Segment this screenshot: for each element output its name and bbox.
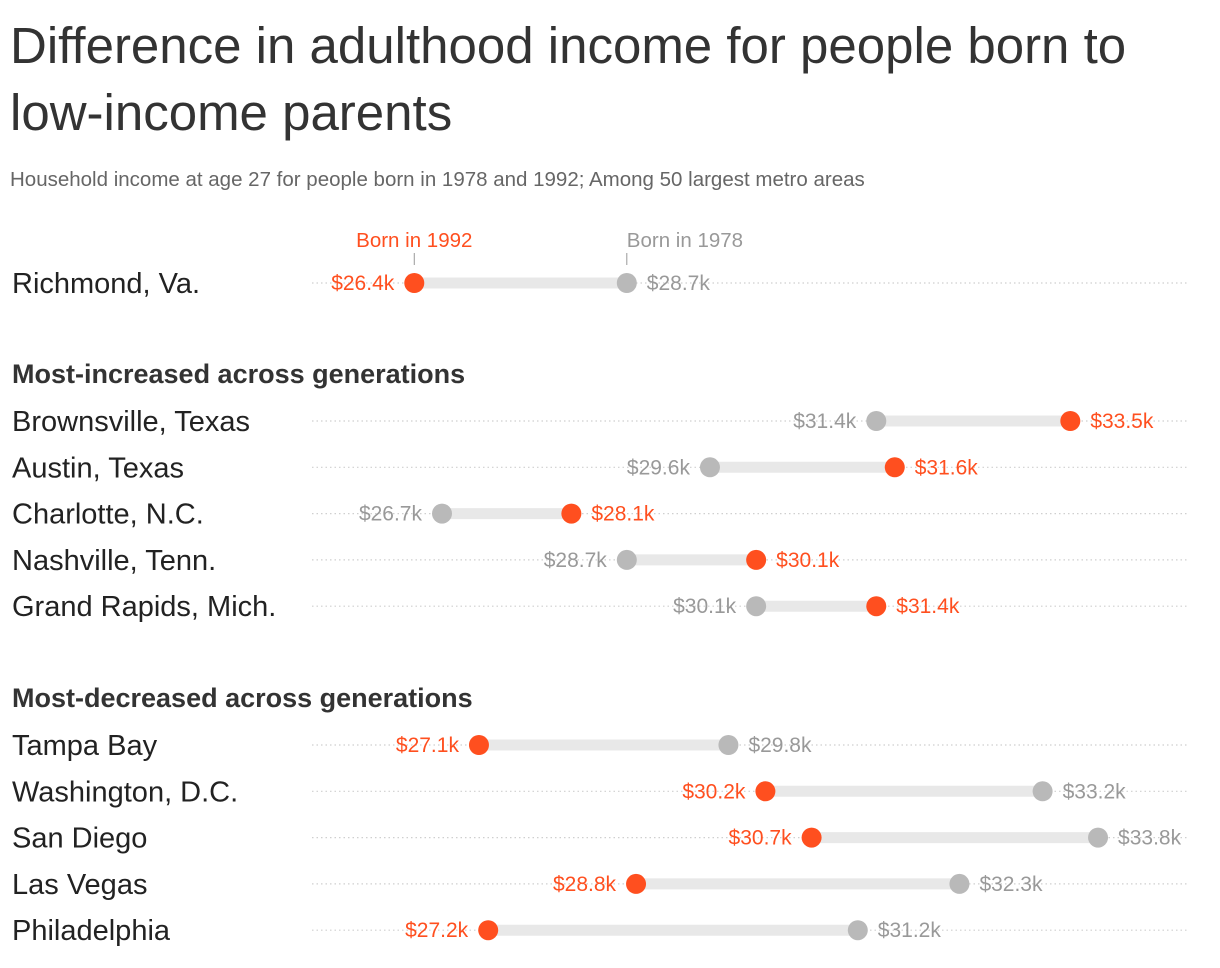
dot-born-1978 bbox=[616, 549, 637, 570]
dot-born-1978 bbox=[1088, 827, 1109, 848]
value-label-1992: $30.2k bbox=[682, 780, 746, 803]
dot-born-1992 bbox=[468, 735, 489, 755]
row-label: Nashville, Tenn. bbox=[12, 545, 216, 577]
dot-born-1992 bbox=[478, 920, 499, 941]
group-label: Most-decreased across generations bbox=[12, 683, 473, 713]
dot-born-1992 bbox=[1060, 411, 1081, 431]
value-label-1978: $28.7k bbox=[647, 272, 711, 295]
row-label: Washington, D.C. bbox=[12, 776, 238, 808]
dot-born-1978 bbox=[746, 596, 767, 617]
chart-title: Difference in adulthood income for peopl… bbox=[10, 17, 1127, 141]
row-label: Las Vegas bbox=[12, 869, 147, 901]
value-label-1992: $31.6k bbox=[915, 456, 979, 479]
dot-born-1992 bbox=[626, 873, 647, 894]
dot-born-1992 bbox=[755, 781, 776, 802]
dot-born-1992 bbox=[884, 457, 905, 478]
row-label: Austin, Texas bbox=[12, 452, 184, 484]
dot-born-1992 bbox=[866, 596, 887, 617]
value-label-1978: $33.8k bbox=[1118, 827, 1182, 850]
value-label-1978: $32.3k bbox=[979, 873, 1043, 896]
chart-subtitle: Household income at age 27 for people bo… bbox=[10, 168, 865, 191]
legend-born-1978: Born in 1978 bbox=[627, 229, 743, 252]
row-label: Richmond, Va. bbox=[12, 268, 200, 300]
dot-born-1978 bbox=[432, 503, 452, 524]
row-label: Tampa Bay bbox=[12, 730, 158, 762]
row-label: San Diego bbox=[12, 823, 147, 855]
dot-born-1978 bbox=[616, 273, 637, 293]
dot-born-1978 bbox=[949, 873, 970, 894]
dot-born-1992 bbox=[404, 273, 425, 293]
value-label-1978: $33.2k bbox=[1063, 780, 1127, 803]
value-label-1978: $29.6k bbox=[627, 456, 691, 479]
value-label-1992: $30.7k bbox=[729, 827, 793, 850]
value-label-1992: $28.8k bbox=[553, 873, 617, 896]
value-label-1992: $26.4k bbox=[331, 272, 395, 295]
group-label: Most-increased across generations bbox=[12, 359, 465, 389]
value-label-1978: $31.2k bbox=[878, 919, 942, 942]
row-label: Brownsville, Texas bbox=[12, 406, 250, 438]
value-label-1992: $33.5k bbox=[1090, 410, 1154, 433]
value-label-1978: $30.1k bbox=[673, 595, 737, 618]
value-label-1978: $29.8k bbox=[748, 734, 812, 757]
dot-born-1992 bbox=[801, 827, 822, 848]
row-label: Grand Rapids, Mich. bbox=[12, 591, 276, 623]
value-label-1978: $31.4k bbox=[793, 410, 857, 433]
value-label-1978: $28.7k bbox=[544, 549, 608, 572]
value-label-1992: $27.1k bbox=[396, 734, 460, 757]
row-label: Charlotte, N.C. bbox=[12, 499, 204, 531]
dot-born-1978 bbox=[847, 920, 868, 941]
legend-born-1992: Born in 1992 bbox=[356, 229, 472, 252]
row-label: Philadelphia bbox=[12, 915, 171, 947]
value-label-1992: $27.2k bbox=[405, 919, 469, 942]
value-label-1992: $31.4k bbox=[896, 595, 960, 618]
dot-born-1978 bbox=[866, 411, 887, 431]
value-label-1992: $28.1k bbox=[591, 503, 655, 526]
dot-born-1978 bbox=[718, 735, 739, 755]
dot-born-1992 bbox=[746, 549, 767, 570]
value-label-1992: $30.1k bbox=[776, 549, 840, 572]
dot-born-1978 bbox=[699, 457, 720, 478]
dot-born-1978 bbox=[1032, 781, 1053, 802]
value-label-1978: $26.7k bbox=[359, 503, 423, 526]
dot-born-1992 bbox=[561, 503, 582, 524]
